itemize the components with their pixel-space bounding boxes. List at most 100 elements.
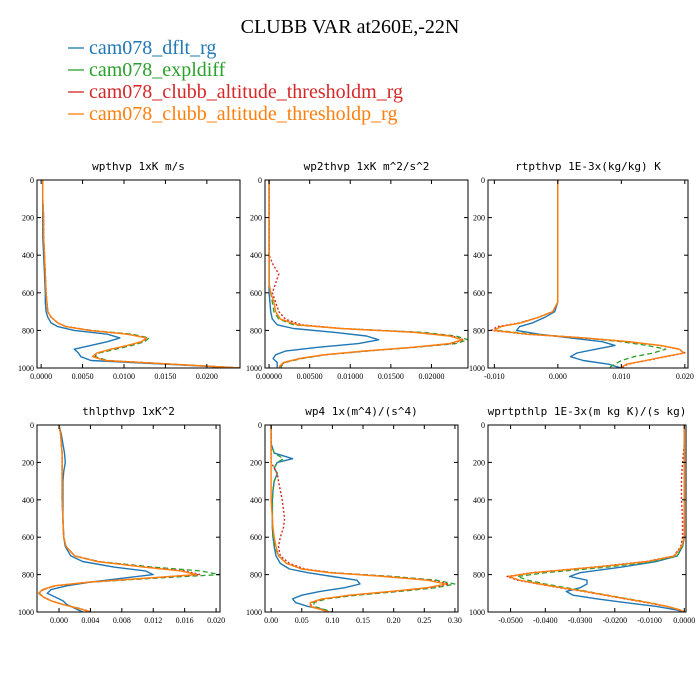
x-tick-label: -0.0500	[498, 616, 523, 625]
panel-4: thlpthvp 1xK^2 0 200 400 600 800 1000 0.000 0.00…	[18, 405, 225, 625]
x-tick-label: 0.02000	[418, 372, 444, 381]
series-line-cam078_clubb_altitude_thresholdp_rg	[42, 180, 240, 368]
series-line-cam078_clubb_altitude_thresholdm_rg	[506, 425, 685, 612]
y-tick-label: 200	[22, 214, 34, 223]
x-tick-label: 0.00000	[256, 372, 282, 381]
y-tick-label: 1000	[469, 364, 485, 373]
series-line-cam078_clubb_altitude_thresholdm_rg	[42, 180, 240, 368]
x-tick-label: 0.30	[448, 616, 462, 625]
x-tick-label: 0.004	[81, 616, 99, 625]
series-line-cam078_clubb_altitude_thresholdp_rg	[493, 180, 685, 368]
x-tick-label: 0.000	[50, 616, 68, 625]
y-tick-label: 800	[22, 571, 34, 580]
y-tick-label: 200	[473, 214, 485, 223]
y-tick-label: 400	[250, 496, 262, 505]
x-tick-label: -0.010	[484, 372, 505, 381]
x-tick-label: -0.0400	[533, 616, 558, 625]
series-line-cam078_clubb_altitude_thresholdp_rg	[37, 425, 198, 612]
plot-frame	[36, 424, 221, 613]
y-tick-label: 1000	[246, 364, 262, 373]
panel-3: rtpthvp 1E-3x(kg/kg) K 0 200 400 600 800 1000-…	[469, 160, 694, 381]
y-tick-label: 1000	[18, 364, 34, 373]
legend-label-4: cam078_clubb_altitude_thresholdp_rg	[89, 103, 397, 125]
chart-title: CLUBB VAR at260E,-22N	[241, 16, 460, 38]
panel-title: rtpthvp 1E-3x(kg/kg) K	[515, 160, 661, 173]
y-tick-label: 800	[473, 326, 485, 335]
x-tick-label: 0.05	[295, 616, 309, 625]
panel-2: wp2thvp 1xK m^2/s^2020040060080010000.00…	[246, 160, 469, 381]
x-tick-label: 0.008	[113, 616, 131, 625]
y-tick-label: 1000	[18, 608, 34, 617]
y-tick-label: 600	[250, 289, 262, 298]
legend-label-1: cam078_dflt_rg	[89, 37, 216, 59]
y-tick-label: 0	[258, 421, 262, 430]
y-tick-label: 0	[30, 176, 34, 185]
y-tick-label: 0	[481, 176, 485, 185]
x-tick-label: 0.01000	[337, 372, 363, 381]
series-line-cam078_dflt_rg	[42, 180, 240, 368]
x-tick-label: 0.020	[207, 616, 225, 625]
x-tick-label: 0.0100	[113, 372, 135, 381]
legend-label-3: cam078_clubb_altitude_thresholdm_rg	[89, 81, 403, 103]
y-tick-label: 400	[22, 251, 34, 260]
y-tick-label: 400	[22, 496, 34, 505]
y-tick-label: 1000	[469, 608, 485, 617]
x-tick-label: 0.0050	[72, 372, 94, 381]
series-line-cam078_clubb_altitude_thresholdm_rg	[270, 425, 450, 612]
y-tick-label: 0	[30, 421, 34, 430]
x-tick-label: -0.0200	[602, 616, 627, 625]
x-tick-label: -0.0100	[637, 616, 662, 625]
series-line-cam078_dflt_rg	[270, 425, 361, 612]
panel-title: wp2thvp 1xK m^2/s^2	[304, 160, 430, 173]
plot-frame	[264, 424, 459, 613]
plot-frame	[487, 424, 687, 613]
plot-frame	[487, 179, 689, 369]
series-group	[490, 180, 686, 368]
plot-frame	[36, 179, 241, 369]
y-tick-label: 800	[250, 326, 262, 335]
legend: cam078_dflt_rg cam078_expldiff cam078_cl…	[68, 37, 403, 125]
y-tick-label: 200	[473, 458, 485, 467]
series-group	[268, 180, 468, 368]
series-group	[506, 425, 685, 612]
x-tick-label: 0.10	[325, 616, 339, 625]
x-tick-label: 0.000	[549, 372, 567, 381]
x-tick-label: 0.012	[144, 616, 162, 625]
series-group	[270, 425, 456, 612]
x-tick-label: 0.0200	[196, 372, 218, 381]
y-tick-label: 600	[473, 533, 485, 542]
series-group	[42, 180, 240, 368]
panel-title: thlpthvp 1xK^2	[82, 405, 175, 418]
x-tick-label: 0.25	[417, 616, 431, 625]
y-tick-label: 800	[250, 571, 262, 580]
panel-title: wprtpthlp 1E-3x(m kg K)/(s kg)	[488, 405, 687, 418]
y-tick-label: 400	[473, 496, 485, 505]
x-tick-label: 0.010	[612, 372, 630, 381]
series-line-cam078_clubb_altitude_thresholdm_rg	[268, 180, 465, 368]
y-tick-label: 0	[481, 421, 485, 430]
y-tick-label: 0	[258, 176, 262, 185]
panel-title: wp4 1x(m^4)/(s^4)	[305, 405, 418, 418]
x-tick-label: 0.0150	[154, 372, 176, 381]
x-tick-label: 0.01500	[378, 372, 404, 381]
x-tick-label: 0.016	[176, 616, 194, 625]
y-tick-label: 800	[473, 571, 485, 580]
legend-label-2: cam078_expldiff	[89, 59, 226, 81]
series-line-cam078_clubb_altitude_thresholdp_rg	[268, 180, 463, 368]
panel-6: wprtpthlp 1E-3x(m kg K)/(s kg)0 200 400 600…	[469, 405, 695, 625]
y-tick-label: 200	[22, 458, 34, 467]
x-tick-label: 0.0000	[673, 616, 695, 625]
y-tick-label: 600	[22, 289, 34, 298]
x-tick-label: 0.00	[264, 616, 278, 625]
y-tick-label: 400	[250, 251, 262, 260]
panel-title: wpthvp 1xK m/s	[92, 160, 185, 173]
series-line-cam078_expldiff	[42, 180, 240, 368]
y-tick-label: 600	[22, 533, 34, 542]
x-tick-label: 0.00500	[297, 372, 323, 381]
series-line-cam078_dflt_rg	[46, 425, 154, 612]
x-tick-label: 0.0000	[30, 372, 52, 381]
